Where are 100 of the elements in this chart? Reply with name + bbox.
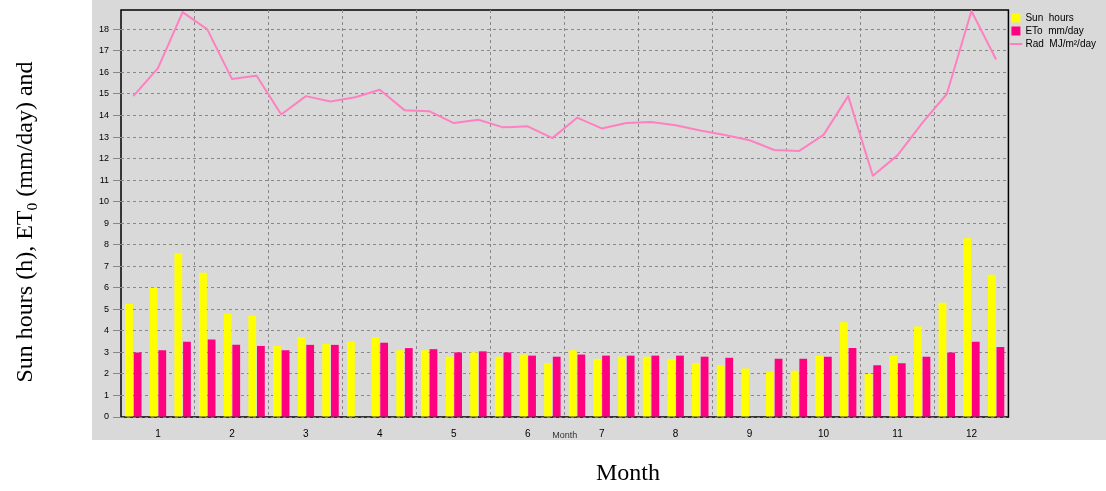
- y-tick-label: 13: [99, 131, 110, 142]
- y-tick-label: 3: [104, 346, 110, 357]
- bar: [790, 370, 799, 417]
- bar: [913, 326, 922, 417]
- bar: [404, 348, 413, 417]
- bar: [183, 341, 191, 417]
- bar: [494, 356, 503, 417]
- bar: [133, 352, 142, 417]
- bar: [766, 371, 774, 417]
- y-tick-label: 18: [99, 23, 110, 34]
- bar: [568, 350, 577, 417]
- bar: [815, 355, 824, 417]
- legend-label: ETo mm/day: [1025, 24, 1084, 36]
- bar: [971, 341, 980, 417]
- bar: [281, 350, 290, 417]
- bar: [692, 363, 700, 417]
- bar: [396, 350, 405, 417]
- bar: [642, 356, 651, 417]
- bar: [774, 358, 783, 417]
- y-tick-label: 9: [104, 217, 110, 228]
- bar: [454, 352, 462, 417]
- bar: [864, 373, 873, 417]
- bar: [273, 345, 281, 417]
- bar: [938, 302, 947, 417]
- bar: [478, 351, 487, 417]
- x-tick-label: 1: [155, 427, 162, 439]
- bar: [963, 238, 972, 417]
- bar: [149, 287, 158, 417]
- bar: [503, 352, 512, 417]
- bar: [322, 343, 331, 417]
- bar: [593, 358, 602, 417]
- y-tick-label: 4: [104, 325, 110, 336]
- y-tick-label: 11: [99, 174, 110, 185]
- x-tick-label: 7: [598, 427, 605, 439]
- bar: [947, 352, 955, 417]
- bar: [552, 356, 561, 417]
- bar: [158, 350, 167, 417]
- bar: [199, 272, 207, 417]
- x-tick-label: 12: [965, 427, 978, 439]
- x-tick-label: 11: [892, 427, 904, 439]
- bar: [725, 357, 734, 417]
- bar: [676, 355, 684, 417]
- bar: [380, 342, 389, 417]
- bar: [996, 347, 1005, 417]
- y-tick-label: 17: [99, 45, 110, 56]
- bar: [602, 355, 610, 417]
- bar: [306, 344, 315, 417]
- y-tick-label: 16: [99, 66, 110, 77]
- legend-label: Sun hours: [1025, 11, 1074, 23]
- bar: [626, 355, 635, 417]
- y-axis-title: Sun hours (h), ET0 (mm/day) and: [11, 61, 41, 383]
- bar: [840, 322, 848, 417]
- bar: [519, 354, 528, 417]
- y-tick-label: 10: [99, 196, 110, 207]
- y-tick-label: 8: [104, 239, 110, 250]
- y-tick-label: 15: [99, 88, 110, 99]
- y-tick-label: 0: [104, 411, 110, 422]
- bar: [330, 344, 339, 417]
- bar: [257, 345, 265, 417]
- bar: [445, 356, 454, 417]
- bar: [248, 315, 257, 417]
- bar: [371, 337, 380, 417]
- y-tick-label: 7: [104, 260, 110, 271]
- x-axis-title: Month: [596, 459, 661, 486]
- bar: [207, 339, 216, 417]
- bar: [741, 368, 750, 417]
- x-tick-label: 2: [229, 427, 236, 439]
- legend-label: Rad MJ/m²/day: [1025, 37, 1097, 49]
- bar: [223, 313, 232, 417]
- bar: [470, 352, 479, 417]
- bar: [716, 365, 725, 417]
- bar: [544, 363, 552, 417]
- y-tick-label: 2: [104, 368, 110, 379]
- bar: [528, 355, 536, 417]
- bar: [700, 356, 709, 417]
- text: Month: [552, 430, 578, 440]
- bar: [420, 350, 429, 417]
- bar: [667, 358, 676, 417]
- y-tick-label: 5: [104, 303, 110, 314]
- x-tick-label: 4: [377, 427, 384, 439]
- bar: [297, 337, 306, 417]
- bar: [848, 348, 857, 417]
- bar: [577, 354, 586, 417]
- y-tick-label: 1: [104, 389, 110, 400]
- x-tick-label: 10: [817, 427, 830, 439]
- y-tick-label: 12: [99, 153, 110, 164]
- bar: [922, 356, 931, 417]
- bar: [174, 253, 183, 417]
- y-tick-label: 6: [104, 282, 110, 293]
- bar: [987, 274, 996, 417]
- x-tick-label: 5: [451, 427, 458, 439]
- bar: [651, 355, 660, 417]
- bar: [873, 365, 882, 417]
- x-tick-label: 8: [672, 427, 679, 439]
- bar: [823, 356, 832, 417]
- bar: [897, 363, 906, 417]
- bar: [232, 344, 241, 417]
- y-tick-label: 14: [99, 110, 110, 120]
- x-tick-label: 6: [524, 427, 531, 439]
- bar: [889, 355, 898, 417]
